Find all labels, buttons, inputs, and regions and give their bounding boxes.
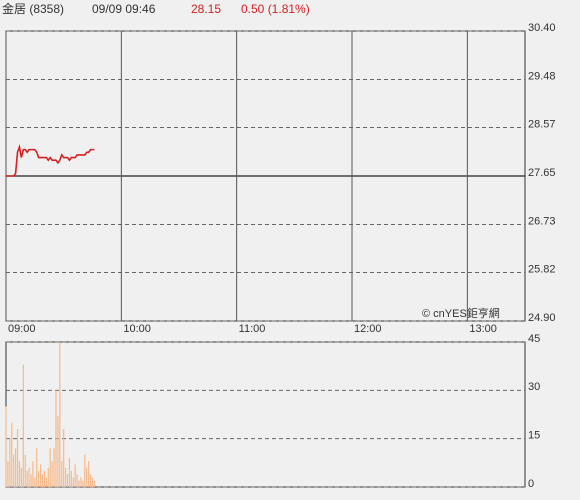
volume-bar bbox=[53, 448, 55, 487]
y-tick-label: 45 bbox=[528, 333, 540, 345]
datetime: 09/09 09:46 bbox=[92, 2, 156, 16]
volume-bar bbox=[36, 448, 38, 487]
volume-bar bbox=[91, 477, 94, 487]
volume-bar bbox=[80, 477, 82, 487]
y-tick-label: 28.57 bbox=[528, 118, 556, 130]
x-tick-label: 11:00 bbox=[239, 323, 266, 335]
volume-bar bbox=[24, 454, 26, 487]
volume-bar bbox=[76, 474, 78, 487]
volume-bar bbox=[18, 461, 21, 487]
x-tick-label: 10:00 bbox=[123, 323, 151, 335]
y-tick-label: 29.48 bbox=[528, 70, 556, 82]
volume-bar bbox=[45, 477, 47, 487]
volume-bar bbox=[40, 464, 42, 487]
volume-bar bbox=[43, 470, 46, 487]
volume-bar bbox=[9, 438, 11, 487]
y-tick-label: 15 bbox=[528, 430, 540, 442]
y-tick-label: 0 bbox=[528, 478, 534, 490]
price-line bbox=[6, 143, 95, 177]
volume-bar bbox=[64, 467, 67, 487]
volume-bar bbox=[28, 467, 30, 487]
volume-bar bbox=[66, 474, 69, 487]
volume-bar bbox=[11, 422, 13, 487]
volume-bar bbox=[41, 474, 44, 487]
change: 0.50 (1.81%) bbox=[241, 2, 310, 16]
x-tick-label: 12:00 bbox=[354, 323, 382, 335]
volume-bar bbox=[22, 364, 24, 487]
volume-bar bbox=[38, 470, 40, 487]
volume-bar bbox=[88, 461, 90, 487]
volume-bar bbox=[32, 461, 34, 487]
volume-bar bbox=[30, 474, 32, 487]
volume-bar bbox=[16, 429, 19, 487]
volume-bar bbox=[49, 448, 51, 487]
volume-bar bbox=[15, 448, 17, 487]
price: 28.15 bbox=[191, 2, 221, 16]
volume-bar bbox=[59, 342, 61, 487]
volume-bar bbox=[86, 467, 88, 487]
volume-bar bbox=[74, 464, 76, 487]
y-tick-label: 27.65 bbox=[528, 167, 556, 179]
x-tick-label: 13:00 bbox=[469, 323, 497, 335]
volume-bar bbox=[7, 461, 9, 487]
volume-bar bbox=[5, 406, 7, 487]
volume-bar bbox=[26, 470, 28, 487]
volume-bar bbox=[57, 416, 59, 487]
volume-bar bbox=[70, 470, 72, 487]
volume-bar bbox=[34, 477, 36, 487]
volume-frame bbox=[5, 341, 526, 488]
volume-bar bbox=[47, 467, 49, 487]
volume-bar bbox=[82, 480, 84, 487]
volume-bar bbox=[84, 454, 86, 487]
volume-bar bbox=[89, 474, 92, 487]
y-tick-label: 30 bbox=[528, 381, 540, 393]
volume-bar bbox=[61, 461, 63, 487]
stock-name: 金居 (8358) bbox=[2, 1, 64, 16]
y-tick-label: 25.82 bbox=[528, 263, 556, 275]
y-tick-label: 26.73 bbox=[528, 215, 556, 227]
volume-bar bbox=[78, 480, 80, 487]
volume-bar bbox=[63, 429, 65, 487]
volume-bar bbox=[93, 480, 96, 487]
y-tick-label: 30.40 bbox=[528, 22, 556, 34]
volume-bar bbox=[51, 461, 53, 487]
volume-bar bbox=[68, 458, 71, 487]
watermark: © cnYES鉅亨網 bbox=[422, 306, 500, 320]
y-tick-label: 24.90 bbox=[528, 312, 556, 324]
volume-bar bbox=[13, 454, 15, 487]
volume-bar bbox=[55, 390, 57, 487]
volume-bar bbox=[72, 477, 74, 487]
volume-bar bbox=[20, 467, 22, 487]
x-tick-label: 09:00 bbox=[8, 323, 36, 335]
